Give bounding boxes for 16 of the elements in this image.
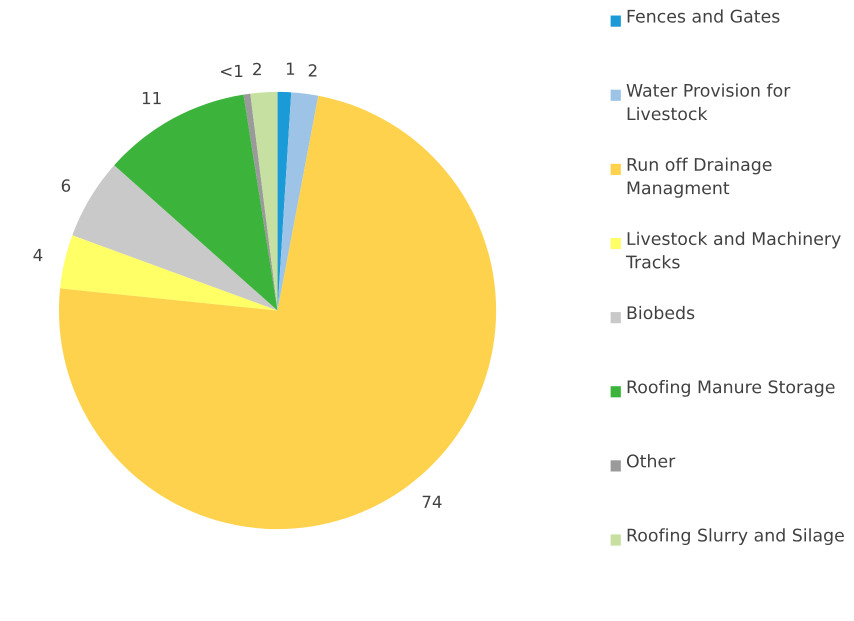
legend-label: Roofing Manure Storage [628,380,835,397]
data-label: 2 [253,62,261,76]
legend-label: Water Provision for Livestock [626,83,790,120]
data-label: 1 [286,62,294,75]
data-label: 2 [308,64,316,77]
legend-label: Livestock and Machinery Tracks [626,232,841,269]
legend-label: Roofing Slurry and Silage [628,528,844,546]
data-label: <1 [221,64,242,78]
legend-label: Fences and Gates [628,9,780,23]
legend-label: Run off Drainage Managment [628,158,772,198]
legend-label: Biobeds [628,306,694,320]
data-label: 6 [62,179,70,192]
data-label: 4 [33,248,42,262]
data-label: 11 [142,92,161,104]
legend-label: Other [626,454,676,468]
data-label: 74 [422,496,442,508]
